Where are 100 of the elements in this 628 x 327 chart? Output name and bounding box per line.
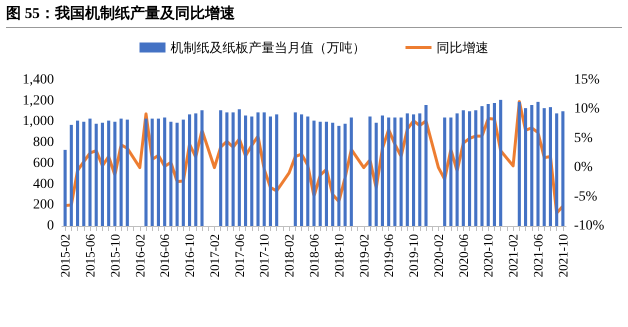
bar [182,120,185,226]
bar [238,109,241,226]
bar [380,115,384,226]
bar [480,106,484,226]
bar [188,114,192,226]
bar [107,120,110,226]
bar [486,104,490,226]
bar [344,124,347,226]
x-tick-label: 2019-10 [406,234,422,278]
legend-label: 同比增速 [436,40,488,55]
bar [331,122,334,226]
bar [94,124,98,226]
bar [443,118,446,226]
x-tick-label: 2017-02 [206,234,222,278]
bar [462,110,465,226]
bar [268,116,272,226]
bar [499,100,502,226]
bar [194,113,198,226]
bar [200,110,204,226]
x-tick-label: 2016-02 [132,234,148,278]
bar [113,122,116,226]
bar [524,108,528,226]
y2-tick-label: 0% [574,160,593,176]
bar [400,118,403,226]
y-tick-label: 800 [33,135,54,150]
bar [244,115,248,226]
bar [294,112,297,226]
bar [456,113,459,226]
bar [536,102,540,226]
bar [374,122,378,226]
x-tick-label: 2015-10 [107,234,122,278]
bar [169,122,172,226]
bar [225,112,228,226]
y2-tick-label: 15% [574,72,600,88]
bar [256,112,260,226]
bar [70,124,73,226]
bar [518,102,521,226]
bar [468,111,472,226]
bar [144,118,148,226]
bar [312,120,316,226]
bar [542,108,546,226]
x-tick-label: 2015-06 [82,234,98,278]
bar [350,118,353,226]
bar [412,114,416,226]
bar [88,118,92,226]
bar [300,114,304,226]
legend-label: 机制纸及纸板产量当月值（万吨） [170,40,366,55]
bar [555,113,558,226]
bar [232,112,235,226]
bar [100,122,104,226]
y2-tick-label: 10% [574,102,600,117]
bar [492,102,496,226]
x-tick-label: 2016-06 [157,234,172,278]
x-tick-label: 2019-06 [381,234,396,278]
bar [156,118,160,226]
y2-tick-label: 5% [574,130,593,146]
x-tick-label: 2021-10 [555,234,570,278]
x-tick-label: 2017-06 [232,234,247,278]
bar [393,118,396,226]
x-tick-label: 2021-02 [506,234,521,278]
y2-tick-label: -5% [574,189,598,204]
x-tick-label: 2017-10 [256,234,272,278]
bar [262,112,266,226]
bar [176,122,179,226]
bar [561,111,564,226]
bar [406,113,409,226]
x-tick-label: 2020-06 [456,234,471,278]
bar [219,110,222,226]
y-tick-label: 1,200 [22,93,54,108]
x-tick-label: 2016-10 [182,234,198,278]
y-tick-label: 400 [33,176,54,192]
bar [424,105,428,226]
bar [530,105,534,226]
y-tick-label: 200 [33,198,54,213]
x-tick-label: 2015-02 [58,234,73,278]
x-tick-label: 2020-02 [430,234,446,278]
y-tick-label: 0 [47,218,54,234]
bar [548,107,552,226]
bar [120,118,123,226]
x-tick-label: 2018-02 [282,234,297,278]
bar [306,116,310,226]
bar [368,116,372,226]
bar [163,118,166,226]
bar [474,110,478,226]
x-tick-label: 2018-10 [331,234,346,278]
y-tick-label: 1,000 [22,114,54,130]
bar [150,118,154,226]
bar [275,114,278,226]
x-tick-label: 2019-02 [356,234,372,278]
bar [64,150,67,226]
bar [250,116,254,226]
x-tick-label: 2020-10 [480,234,496,278]
y-tick-label: 600 [33,156,54,171]
bar [76,120,80,226]
x-tick-label: 2021-06 [530,234,546,278]
bar [126,120,129,226]
chart-title: 图 55：我国机制纸产量及同比增速 [6,4,622,28]
bar [318,122,322,226]
bar [449,118,452,226]
bar [387,118,390,226]
